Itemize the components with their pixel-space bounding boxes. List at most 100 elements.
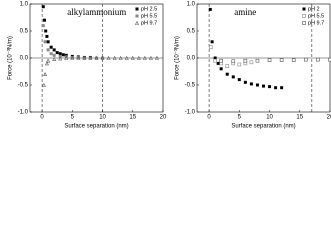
point — [64, 55, 69, 60]
point — [70, 55, 75, 60]
point — [41, 5, 45, 9]
y-tick-label: 0.0 — [20, 56, 29, 62]
point — [225, 72, 229, 76]
point — [44, 61, 49, 66]
point — [154, 55, 159, 60]
legend-label: pH 2.5 — [141, 6, 157, 12]
point — [213, 56, 217, 60]
legend-label: pH 5.5 — [308, 13, 324, 19]
point — [328, 57, 331, 62]
point — [41, 24, 45, 28]
y-tick-label: 0.0 — [187, 56, 196, 62]
point — [94, 55, 99, 60]
point — [112, 55, 117, 60]
point — [274, 86, 278, 90]
point — [210, 40, 214, 44]
legend-marker — [302, 14, 306, 18]
y-tick-label: 0.5 — [20, 29, 29, 35]
point — [49, 52, 53, 56]
point — [237, 78, 241, 82]
point — [46, 40, 50, 44]
point — [43, 18, 47, 22]
legend-marker — [135, 7, 139, 11]
x-tick-label: 10 — [266, 115, 273, 121]
point — [64, 53, 68, 57]
point — [55, 51, 59, 55]
x-tick-label: 10 — [99, 115, 106, 121]
legend-label: pH 5.5 — [141, 13, 157, 19]
point — [279, 58, 284, 62]
x-tick-label: 20 — [327, 115, 331, 121]
x-tick-label: 15 — [296, 115, 303, 121]
point — [43, 72, 48, 76]
y-tick-label: -1.0 — [18, 110, 29, 116]
point — [45, 34, 49, 38]
point — [118, 55, 123, 60]
point — [44, 29, 48, 33]
legend-marker — [302, 21, 306, 25]
point — [209, 45, 213, 50]
point — [76, 55, 80, 59]
point — [304, 57, 308, 62]
annotation: alkylammonium — [67, 7, 126, 17]
point — [291, 58, 296, 62]
y-tick-label: -0.5 — [18, 83, 29, 89]
point — [316, 57, 320, 62]
point — [82, 56, 86, 60]
legend-marker — [302, 7, 306, 11]
point — [58, 52, 62, 56]
point — [100, 55, 105, 60]
point — [52, 53, 56, 57]
point — [52, 56, 57, 61]
figure: -1.0 -0.5 0.0 0.5 1.0 0 5 10 15 20 Surface separat… — [8, 2, 331, 130]
point — [262, 84, 265, 88]
y-tick-label: 1.0 — [20, 2, 29, 8]
point — [219, 58, 223, 63]
point — [58, 56, 63, 61]
point — [136, 55, 141, 60]
y-tick-label: 1.0 — [187, 2, 196, 8]
y-axis-label: Force (10⁻³N/m) — [175, 36, 181, 80]
point — [82, 55, 87, 60]
point — [243, 58, 248, 63]
annotation: amine — [234, 7, 256, 17]
point — [101, 56, 105, 60]
y-tick-label: -0.5 — [185, 83, 196, 89]
point — [46, 48, 50, 52]
point — [52, 48, 56, 52]
point — [49, 45, 53, 49]
point — [43, 40, 47, 44]
y-tick-label: 0.5 — [187, 29, 196, 35]
point — [216, 61, 220, 65]
point — [130, 55, 135, 60]
legend-marker — [135, 20, 139, 25]
point — [88, 56, 92, 60]
point — [219, 67, 223, 71]
x-axis-label: Surface separation (nm) — [231, 124, 295, 130]
legend-label: pH 2 — [308, 6, 320, 12]
point — [249, 60, 254, 65]
y-tick-label: -1.0 — [185, 110, 196, 116]
x-tick-label: 15 — [129, 115, 136, 121]
point — [213, 58, 217, 63]
point — [124, 55, 129, 60]
point — [61, 53, 65, 57]
legend-label: pH 9.7 — [141, 20, 157, 26]
point — [249, 82, 253, 86]
point — [231, 59, 236, 64]
point — [95, 56, 98, 60]
point — [255, 58, 260, 63]
point — [88, 55, 93, 60]
point — [237, 62, 242, 67]
point — [268, 85, 272, 89]
point — [148, 55, 153, 60]
legend-marker — [135, 14, 139, 18]
point — [41, 82, 46, 87]
x-tick-label: 0 — [207, 115, 211, 121]
y-axis-label: Force (10⁻³N/m) — [8, 36, 14, 80]
x-tick-label: 0 — [40, 115, 44, 121]
point — [267, 58, 272, 62]
x-tick-label: 20 — [160, 115, 167, 121]
x-axis-label: Surface separation (nm) — [64, 124, 128, 130]
point — [76, 55, 81, 60]
